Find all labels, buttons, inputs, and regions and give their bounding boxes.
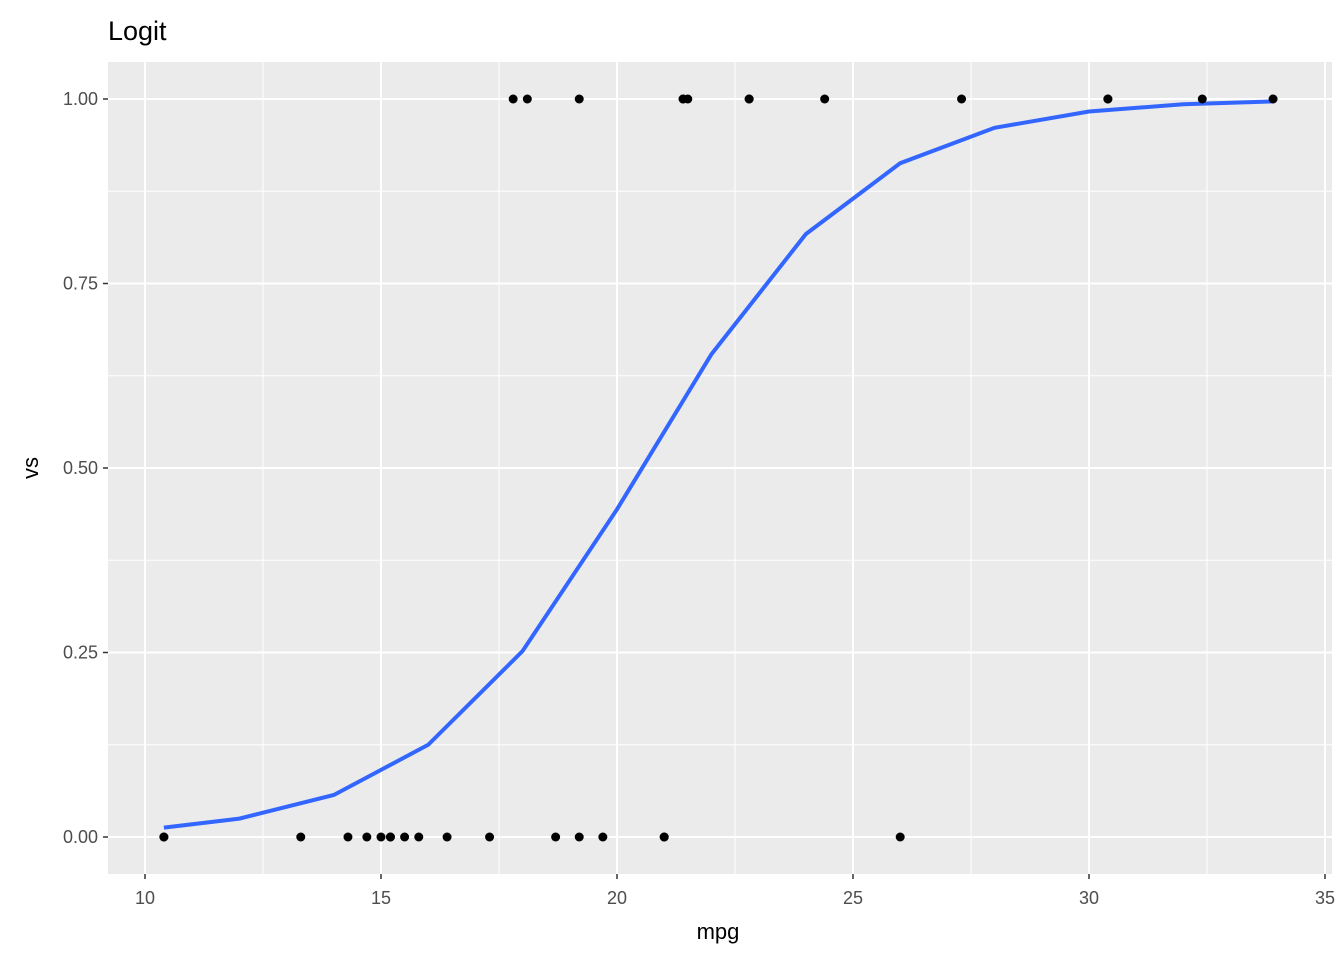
data-point [343,832,353,842]
x-tick-label: 30 [1079,888,1099,908]
data-point [296,832,306,842]
data-point [485,832,495,842]
y-tick-label: 0.25 [63,643,98,663]
data-point [574,94,584,104]
logistic-fit-line [163,99,1274,830]
y-tick-label: 0.75 [63,274,98,294]
data-point [551,832,561,842]
data-point [400,832,410,842]
y-tick-label: 0.50 [63,458,98,478]
y-tick-label: 0.00 [63,827,98,847]
gridlines [108,62,1332,874]
x-tick-label: 10 [135,888,155,908]
data-point [820,94,830,104]
data-points [159,94,1278,842]
data-point [1197,94,1207,104]
data-point [376,832,386,842]
data-point [414,832,424,842]
data-point [385,832,395,842]
x-tick-label: 15 [371,888,391,908]
data-point [1103,94,1113,104]
x-tick-label: 35 [1315,888,1335,908]
y-axis-ticks: 0.00 0.25 0.50 0.75 1.00 [63,89,108,847]
data-point [442,832,452,842]
data-point [522,94,532,104]
x-axis-ticks: 10 15 20 25 30 35 [135,874,1335,908]
x-axis-label: mpg [697,919,740,944]
data-point [1268,94,1278,104]
data-point [598,832,608,842]
data-point [659,832,669,842]
data-point [574,832,584,842]
data-point [678,94,688,104]
data-point [159,832,169,842]
x-tick-label: 20 [607,888,627,908]
y-tick-label: 1.00 [63,89,98,109]
data-point [957,94,967,104]
y-axis-label: vs [18,457,43,479]
chart-title: Logit [108,16,167,46]
x-tick-label: 25 [843,888,863,908]
data-point [362,832,372,842]
data-point [508,94,518,104]
data-point [895,832,905,842]
data-point [744,94,754,104]
